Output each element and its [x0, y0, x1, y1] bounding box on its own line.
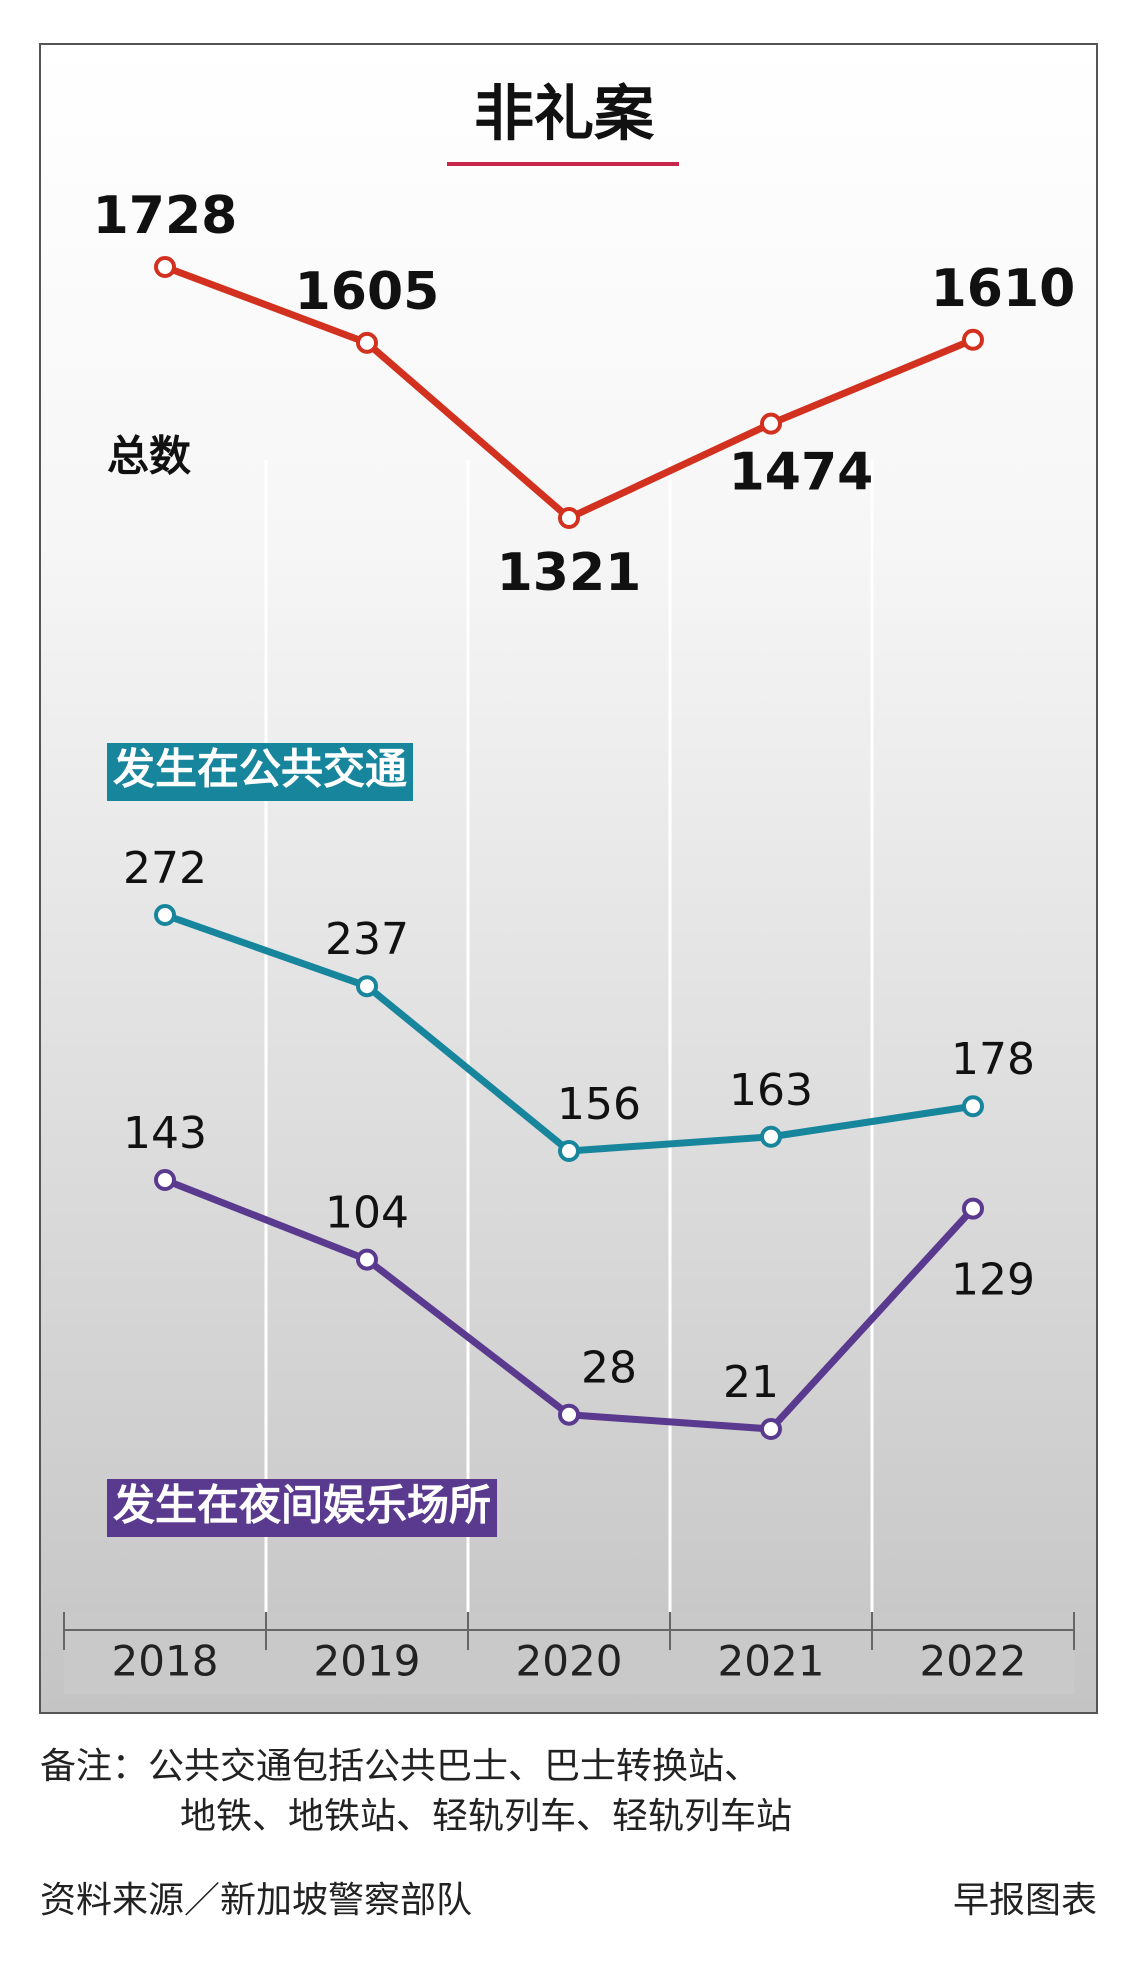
data-label: 129: [951, 1255, 1035, 1306]
data-point: [962, 1095, 984, 1118]
chart-title: 非礼案: [474, 80, 655, 150]
data-point: [356, 331, 378, 354]
chart-frame: [39, 43, 1098, 1714]
data-label: 1474: [729, 443, 874, 503]
data-label: 1321: [497, 543, 642, 603]
data-point: [154, 904, 176, 926]
year-band: [64, 1612, 1074, 1694]
legend-box: [107, 1479, 498, 1537]
data-point: [558, 1403, 580, 1426]
credit: 早报图表: [953, 1880, 1097, 1921]
x-tick-label: 2022: [920, 1637, 1027, 1686]
data-point: [962, 1197, 984, 1220]
data-label: 21: [723, 1357, 779, 1408]
data-label: 1610: [931, 259, 1076, 319]
data-point: [760, 1125, 782, 1148]
data-label: 163: [729, 1065, 813, 1116]
data-point: [558, 507, 580, 529]
data-label: 272: [123, 843, 207, 894]
legend-label: 发生在公共交通: [113, 745, 407, 794]
data-point: [154, 1169, 176, 1191]
data-label: 1728: [93, 186, 238, 246]
data-label: 156: [557, 1079, 641, 1130]
data-point: [558, 1140, 580, 1162]
data-point: [154, 256, 176, 278]
data-label: 237: [325, 914, 409, 965]
data-point: [356, 975, 378, 998]
data-label: 104: [325, 1188, 409, 1239]
legend-box: [107, 743, 414, 801]
x-tick-label: 2020: [516, 1637, 623, 1686]
legend-label: 发生在夜间娱乐场所: [113, 1481, 491, 1530]
data-label: 143: [123, 1108, 207, 1159]
legend-label: 总数: [107, 432, 191, 481]
x-tick-label: 2018: [112, 1637, 219, 1686]
data-point: [760, 412, 782, 435]
note-line: 备注：公共交通包括公共巴士、巴士转换站、: [40, 1746, 760, 1787]
data-label: 28: [581, 1343, 637, 1394]
source: 资料来源／新加坡警察部队: [40, 1880, 472, 1921]
title-underline: [447, 162, 679, 166]
note-line: 地铁、地铁站、轻轨列车、轻轨列车站: [180, 1796, 792, 1837]
data-label: 178: [951, 1034, 1035, 1085]
data-point: [356, 1248, 378, 1271]
data-point: [760, 1418, 782, 1440]
grid: [264, 460, 874, 1612]
data-point: [962, 328, 984, 351]
data-label: 1605: [295, 262, 440, 322]
x-tick-label: 2021: [718, 1637, 825, 1686]
x-tick-label: 2019: [314, 1637, 421, 1686]
